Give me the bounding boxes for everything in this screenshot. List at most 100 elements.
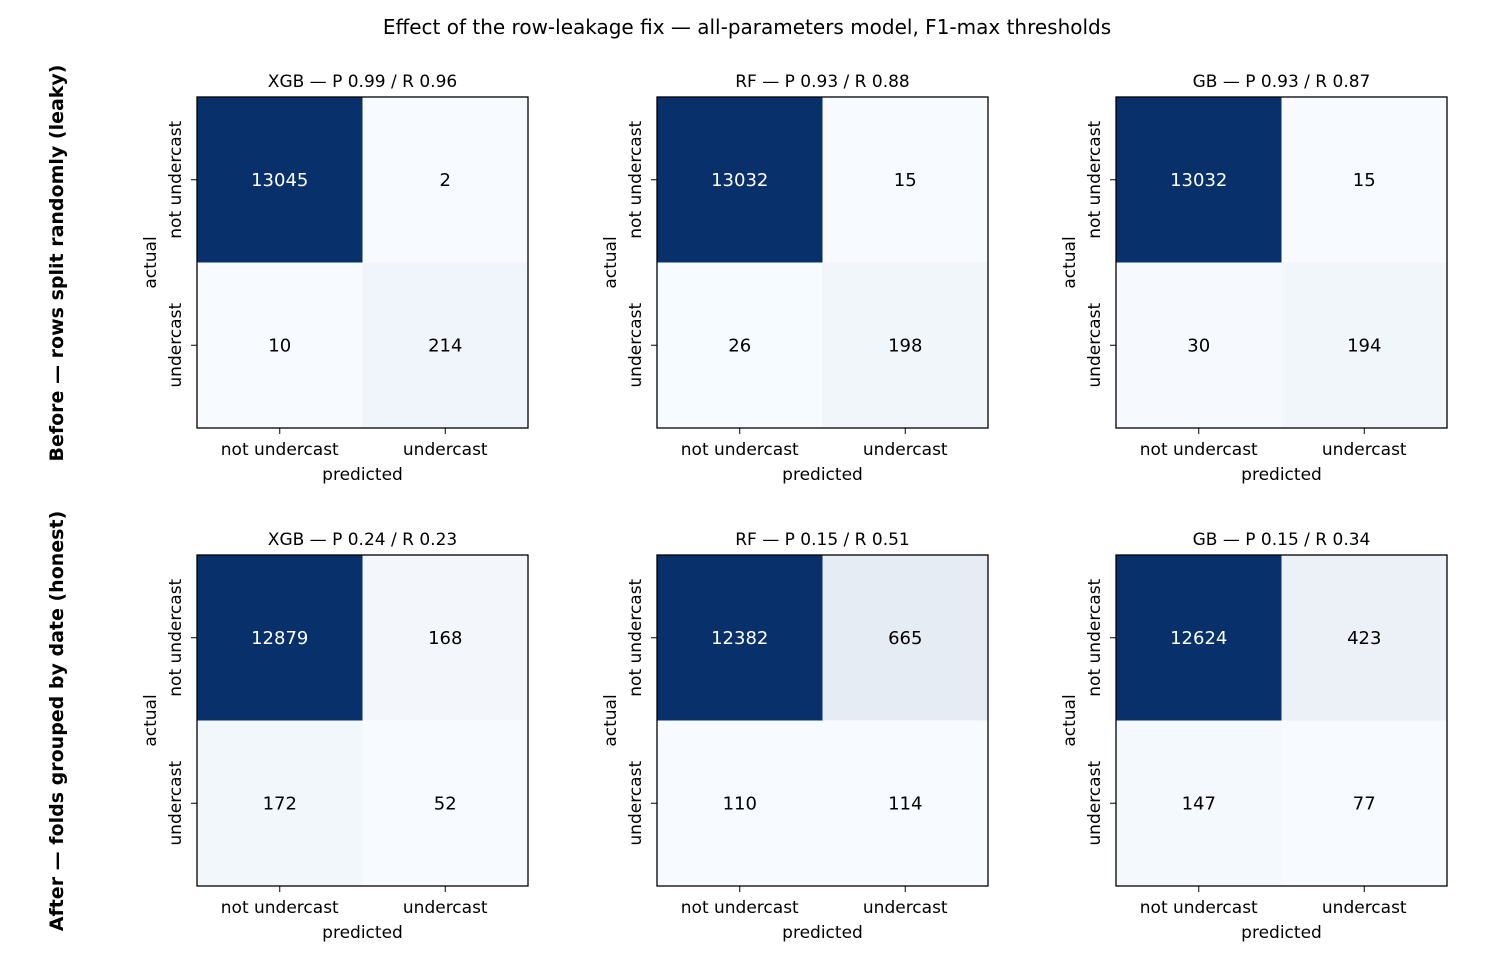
row-label-after: After — folds grouped by date (honest)	[46, 511, 68, 932]
cell-value-label: 214	[428, 335, 462, 356]
y-axis-label: actual	[1060, 236, 1080, 288]
cell-value-label: 10	[268, 335, 291, 356]
confusion-panel-3: XGB — P 0.24 / R 0.23 12879 168 172 52 not un…	[141, 530, 529, 943]
panel-title: XGB — P 0.24 / R 0.23	[268, 530, 457, 550]
heatmap-cell	[197, 97, 363, 263]
heatmap-cell	[657, 262, 823, 428]
panels-group: XGB — P 0.99 / R 0.96 13045 2 10 214 not unde…	[141, 72, 1448, 943]
x-tick-label: undercast	[1322, 440, 1407, 460]
heatmap-cell	[1281, 97, 1447, 263]
cell-value-label: 198	[888, 335, 922, 356]
heatmap-cell	[197, 720, 363, 886]
panel-title: RF — P 0.93 / R 0.88	[735, 72, 910, 92]
y-axis-label: actual	[1060, 694, 1080, 746]
y-tick-label: undercast	[166, 303, 186, 388]
cell-value-label: 15	[894, 170, 917, 191]
y-tick-label: not undercast	[626, 120, 646, 238]
y-axis-label: actual	[141, 236, 161, 288]
confusion-panel-1: RF — P 0.93 / R 0.88 13032 15 26 198 not unde…	[601, 72, 989, 485]
panel-title: XGB — P 0.99 / R 0.96	[268, 72, 457, 92]
cell-value-label: 13032	[711, 170, 768, 191]
cell-value-label: 13032	[1170, 170, 1227, 191]
y-tick-label: undercast	[626, 303, 646, 388]
heatmap-cell	[822, 555, 988, 721]
confusion-panel-2: GB — P 0.93 / R 0.87 13032 15 30 194 not unde…	[1060, 72, 1448, 485]
heatmap-cell	[1281, 262, 1447, 428]
x-axis-label: predicted	[782, 465, 863, 485]
cell-value-label: 147	[1182, 793, 1216, 814]
heatmap-cell	[657, 555, 823, 721]
y-axis-label: actual	[601, 236, 621, 288]
cell-value-label: 12879	[251, 628, 308, 649]
y-tick-label: not undercast	[1085, 120, 1105, 238]
cell-value-label: 26	[728, 335, 751, 356]
x-tick-label: not undercast	[221, 440, 339, 460]
confusion-panel-4: RF — P 0.15 / R 0.51 12382 665 110 114 not un…	[601, 530, 989, 943]
heatmap-cell	[657, 97, 823, 263]
cell-value-label: 15	[1353, 170, 1376, 191]
confusion-panel-5: GB — P 0.15 / R 0.34 12624 423 147 77 not und…	[1060, 530, 1448, 943]
y-axis-label: actual	[141, 694, 161, 746]
x-tick-label: not undercast	[681, 440, 799, 460]
cell-value-label: 12624	[1170, 628, 1227, 649]
panel-frame	[1115, 96, 1448, 429]
panel-frame	[656, 554, 989, 887]
cell-value-label: 52	[434, 793, 457, 814]
y-axis-label: actual	[601, 694, 621, 746]
y-tick-label: not undercast	[166, 120, 186, 238]
x-axis-label: predicted	[322, 465, 403, 485]
x-tick-label: undercast	[863, 440, 948, 460]
cell-value-label: 194	[1347, 335, 1381, 356]
y-tick-label: undercast	[626, 761, 646, 846]
y-tick-label: not undercast	[1085, 578, 1105, 696]
heatmap-cell	[197, 262, 363, 428]
panel-frame	[656, 96, 989, 429]
row-label-before: Before — rows split randomly (leaky)	[46, 65, 68, 462]
cell-value-label: 12382	[711, 628, 768, 649]
panel-title: RF — P 0.15 / R 0.51	[735, 530, 910, 550]
panel-frame	[196, 96, 529, 429]
x-tick-label: undercast	[1322, 898, 1407, 918]
panel-frame	[1115, 554, 1448, 887]
heatmap-cell	[1116, 262, 1282, 428]
x-tick-label: undercast	[863, 898, 948, 918]
heatmap-cell	[362, 97, 528, 263]
cell-value-label: 665	[888, 628, 922, 649]
x-axis-label: predicted	[322, 923, 403, 943]
cell-value-label: 168	[428, 628, 462, 649]
heatmap-cell	[362, 555, 528, 721]
x-axis-label: predicted	[1241, 923, 1322, 943]
cell-value-label: 172	[263, 793, 297, 814]
heatmap-cell	[1281, 555, 1447, 721]
y-tick-label: undercast	[166, 761, 186, 846]
panel-frame	[196, 554, 529, 887]
heatmap-cell	[1116, 720, 1282, 886]
heatmap-cell	[362, 262, 528, 428]
figure-title: Effect of the row-leakage fix — all-para…	[383, 15, 1111, 39]
x-tick-label: undercast	[403, 440, 488, 460]
panel-title: GB — P 0.93 / R 0.87	[1193, 72, 1371, 92]
cell-value-label: 2	[440, 170, 451, 191]
y-tick-label: undercast	[1085, 303, 1105, 388]
heatmap-cell	[1281, 720, 1447, 886]
x-tick-label: not undercast	[1140, 898, 1258, 918]
x-tick-label: not undercast	[221, 898, 339, 918]
heatmap-cell	[822, 720, 988, 886]
x-axis-label: predicted	[1241, 465, 1322, 485]
heatmap-cell	[1116, 555, 1282, 721]
cell-value-label: 110	[723, 793, 757, 814]
heatmap-cell	[822, 262, 988, 428]
x-tick-label: not undercast	[1140, 440, 1258, 460]
y-tick-label: not undercast	[626, 578, 646, 696]
x-axis-label: predicted	[782, 923, 863, 943]
heatmap-cell	[197, 555, 363, 721]
cell-value-label: 30	[1187, 335, 1210, 356]
heatmap-cell	[362, 720, 528, 886]
heatmap-cell	[1116, 97, 1282, 263]
x-tick-label: not undercast	[681, 898, 799, 918]
panel-title: GB — P 0.15 / R 0.34	[1193, 530, 1371, 550]
y-tick-label: not undercast	[166, 578, 186, 696]
cell-value-label: 423	[1347, 628, 1381, 649]
heatmap-cell	[822, 97, 988, 263]
